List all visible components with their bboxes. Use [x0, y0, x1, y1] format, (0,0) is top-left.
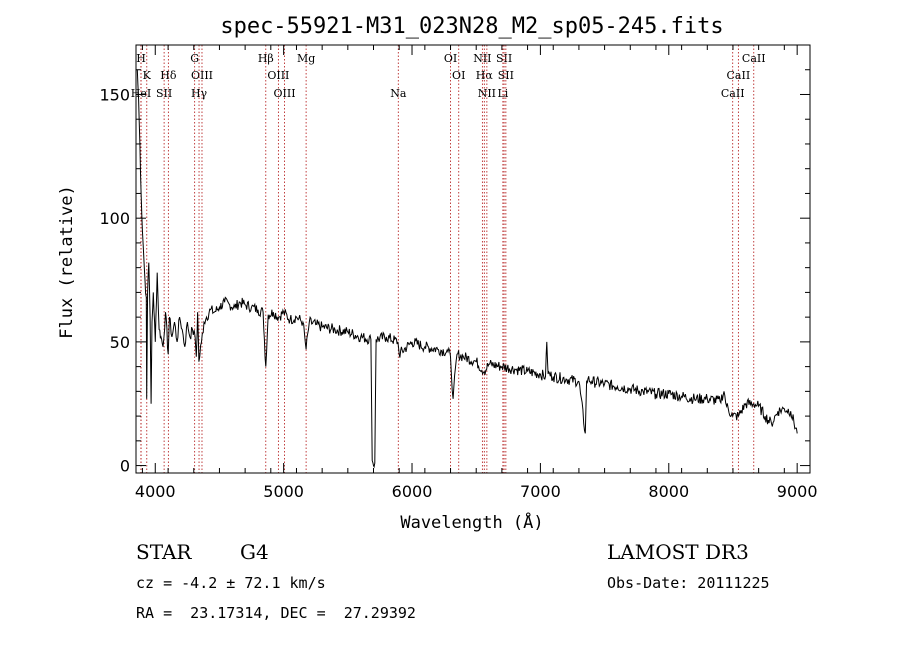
line-label-4: Hδ: [160, 69, 177, 82]
chart-title: spec-55921-M31_023N28_M2_sp05-245.fits: [220, 14, 723, 39]
y-tick-label-2: 100: [99, 209, 130, 228]
line-label-5: G: [190, 52, 199, 65]
redshift-cz: cz = -4.2 ± 72.1 km/s: [136, 574, 326, 592]
y-axis-label: Flux (relative): [57, 185, 77, 339]
line-label-23: CaII: [721, 87, 745, 100]
line-label-15: NII: [473, 52, 491, 65]
line-label-1: K: [143, 69, 152, 82]
survey-name: LAMOST DR3: [607, 540, 749, 564]
spectrum-line-0: [136, 69, 798, 469]
x-tick-label-5: 9000: [777, 482, 818, 501]
x-tick-label-4: 8000: [648, 482, 689, 501]
object-subclass: G4: [240, 540, 269, 564]
plot-frame: [135, 44, 811, 474]
line-label-0: H: [136, 52, 146, 65]
spectrum-chart: spec-55921-M31_023N28_M2_sp05-245.fits H…: [57, 14, 818, 533]
y-tick-label-3: 150: [99, 85, 130, 104]
x-tick-label-3: 7000: [520, 482, 561, 501]
line-label-14: OI: [452, 69, 465, 82]
line-label-22: CaII: [727, 69, 751, 82]
line-label-18: SII: [498, 69, 514, 82]
y-tick-label-0: 0: [120, 457, 130, 476]
line-label-8: Hβ: [258, 52, 274, 65]
x-axis-label: Wavelength (Å): [400, 511, 543, 533]
line-label-17: Hα: [476, 69, 494, 82]
line-label-12: Na: [390, 87, 407, 100]
object-class: STAR: [136, 540, 192, 564]
line-label-6: OIII: [191, 69, 213, 82]
line-label-20: Li: [497, 87, 508, 100]
y-tick-label-1: 50: [110, 333, 130, 352]
line-label-21: CaII: [742, 52, 766, 65]
obs-date: Obs-Date: 20111225: [607, 574, 770, 592]
line-label-9: OIII: [267, 69, 289, 82]
line-label-2: HeI: [131, 87, 151, 100]
line-label-3: SII: [156, 87, 172, 100]
spectrum-series: [136, 69, 798, 469]
x-tick-label-1: 5000: [263, 482, 304, 501]
x-tick-label-0: 4000: [135, 482, 176, 501]
line-label-11: Mg: [297, 52, 315, 65]
x-tick-label-2: 6000: [392, 482, 433, 501]
line-label-10: OIII: [274, 87, 296, 100]
line-label-19: NII: [478, 87, 496, 100]
axes: 4000 5000 6000 7000 8000 9000 0 50 100 150: [99, 45, 818, 501]
line-label-7: Hγ: [191, 87, 208, 100]
ra-dec: RA = 23.17314, DEC = 27.29392: [136, 604, 416, 622]
line-label-16: SII: [496, 52, 512, 65]
line-label-13: OI: [444, 52, 457, 65]
